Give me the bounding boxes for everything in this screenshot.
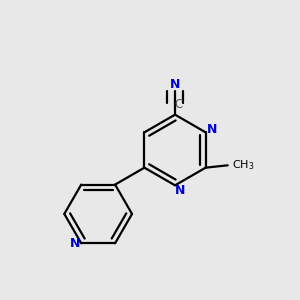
Text: CH$_3$: CH$_3$ bbox=[232, 158, 255, 172]
Text: N: N bbox=[207, 124, 217, 136]
Text: N: N bbox=[175, 184, 185, 196]
Text: C: C bbox=[174, 98, 183, 111]
Text: N: N bbox=[170, 78, 180, 91]
Text: N: N bbox=[70, 237, 80, 250]
